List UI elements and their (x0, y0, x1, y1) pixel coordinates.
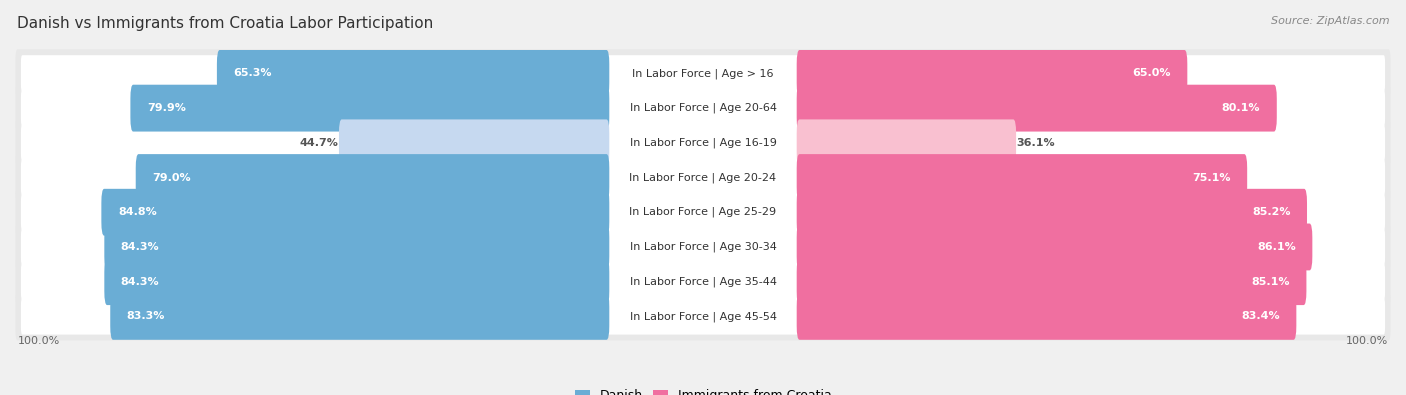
FancyBboxPatch shape (15, 84, 1391, 132)
FancyBboxPatch shape (21, 124, 1385, 161)
FancyBboxPatch shape (797, 119, 1017, 166)
FancyBboxPatch shape (21, 194, 1385, 230)
FancyBboxPatch shape (21, 55, 1385, 92)
Legend: Danish, Immigrants from Croatia: Danish, Immigrants from Croatia (569, 384, 837, 395)
FancyBboxPatch shape (101, 189, 609, 236)
FancyBboxPatch shape (110, 293, 609, 340)
FancyBboxPatch shape (21, 90, 1385, 126)
FancyBboxPatch shape (797, 293, 1296, 340)
FancyBboxPatch shape (797, 224, 1312, 271)
FancyBboxPatch shape (15, 119, 1391, 167)
Text: 84.8%: 84.8% (118, 207, 156, 217)
FancyBboxPatch shape (15, 258, 1391, 306)
FancyBboxPatch shape (15, 223, 1391, 271)
Text: In Labor Force | Age 20-64: In Labor Force | Age 20-64 (630, 103, 776, 113)
Text: Source: ZipAtlas.com: Source: ZipAtlas.com (1271, 16, 1389, 26)
FancyBboxPatch shape (15, 292, 1391, 340)
FancyBboxPatch shape (15, 49, 1391, 98)
Text: In Labor Force | Age 20-24: In Labor Force | Age 20-24 (630, 172, 776, 183)
Text: In Labor Force | Age > 16: In Labor Force | Age > 16 (633, 68, 773, 79)
Text: 44.7%: 44.7% (299, 138, 339, 148)
FancyBboxPatch shape (217, 50, 609, 97)
Text: 85.2%: 85.2% (1251, 207, 1291, 217)
FancyBboxPatch shape (21, 263, 1385, 300)
Text: Danish vs Immigrants from Croatia Labor Participation: Danish vs Immigrants from Croatia Labor … (17, 16, 433, 31)
Text: In Labor Force | Age 25-29: In Labor Force | Age 25-29 (630, 207, 776, 218)
FancyBboxPatch shape (797, 50, 1187, 97)
FancyBboxPatch shape (21, 298, 1385, 335)
FancyBboxPatch shape (104, 224, 609, 271)
FancyBboxPatch shape (797, 258, 1306, 305)
FancyBboxPatch shape (339, 119, 609, 166)
Text: 83.3%: 83.3% (127, 311, 165, 322)
Text: In Labor Force | Age 30-34: In Labor Force | Age 30-34 (630, 242, 776, 252)
FancyBboxPatch shape (104, 258, 609, 305)
Text: In Labor Force | Age 35-44: In Labor Force | Age 35-44 (630, 276, 776, 287)
FancyBboxPatch shape (21, 229, 1385, 265)
FancyBboxPatch shape (15, 153, 1391, 202)
Text: 84.3%: 84.3% (121, 242, 159, 252)
Text: 85.1%: 85.1% (1251, 276, 1289, 287)
FancyBboxPatch shape (797, 189, 1308, 236)
Text: 83.4%: 83.4% (1241, 311, 1279, 322)
Text: 65.0%: 65.0% (1132, 68, 1171, 79)
FancyBboxPatch shape (797, 154, 1247, 201)
Text: In Labor Force | Age 45-54: In Labor Force | Age 45-54 (630, 311, 776, 322)
Text: 79.9%: 79.9% (148, 103, 186, 113)
Text: 100.0%: 100.0% (17, 337, 59, 346)
FancyBboxPatch shape (797, 85, 1277, 132)
Text: 86.1%: 86.1% (1257, 242, 1296, 252)
Text: 36.1%: 36.1% (1017, 138, 1056, 148)
Text: 84.3%: 84.3% (121, 276, 159, 287)
Text: 79.0%: 79.0% (152, 173, 191, 182)
Text: 65.3%: 65.3% (233, 68, 271, 79)
FancyBboxPatch shape (15, 188, 1391, 236)
Text: 80.1%: 80.1% (1222, 103, 1260, 113)
Text: 100.0%: 100.0% (1347, 337, 1389, 346)
Text: In Labor Force | Age 16-19: In Labor Force | Age 16-19 (630, 137, 776, 148)
Text: 75.1%: 75.1% (1192, 173, 1230, 182)
FancyBboxPatch shape (131, 85, 609, 132)
FancyBboxPatch shape (21, 159, 1385, 196)
FancyBboxPatch shape (136, 154, 609, 201)
